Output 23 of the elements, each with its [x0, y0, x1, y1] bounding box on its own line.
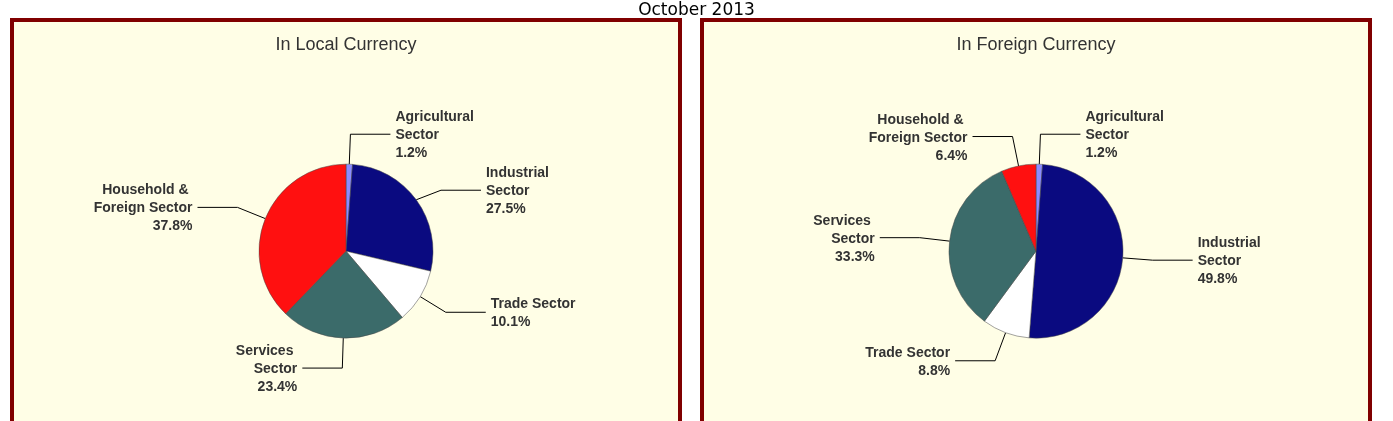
slice-label: Agricultural Sector — [395, 108, 478, 143]
chart-title: In Foreign Currency — [956, 34, 1116, 54]
slice-label: Trade Sector — [865, 343, 951, 360]
data-label: 1.2% — [1085, 144, 1118, 161]
data-label: 10.1% — [490, 313, 532, 330]
data-label: 6.4% — [935, 146, 969, 163]
slice-label: Agricultural Sector — [1085, 108, 1168, 143]
data-label: 33.3% — [835, 247, 876, 264]
slice-label: Services Sector — [813, 211, 876, 246]
text: October 2013 — [637, 0, 756, 19]
slice-label: Household & Foreign Sector — [93, 181, 194, 216]
data-label: 8.8% — [918, 361, 951, 378]
slice-label: Trade Sector — [490, 295, 577, 312]
data-label: 37.8% — [152, 217, 194, 234]
slice-label: Household & Foreign Sector — [868, 110, 969, 145]
data-label: 49.8% — [1197, 270, 1238, 287]
slice-label: Industrial Sector — [485, 164, 553, 199]
chart-title: In Local Currency — [275, 34, 417, 54]
data-label: 27.5% — [485, 200, 527, 217]
slice-label: Industrial Sector — [1197, 234, 1265, 269]
data-label: 1.2% — [395, 144, 428, 161]
data-label: 23.4% — [257, 378, 298, 395]
slice-label: Services Sector — [235, 342, 298, 377]
